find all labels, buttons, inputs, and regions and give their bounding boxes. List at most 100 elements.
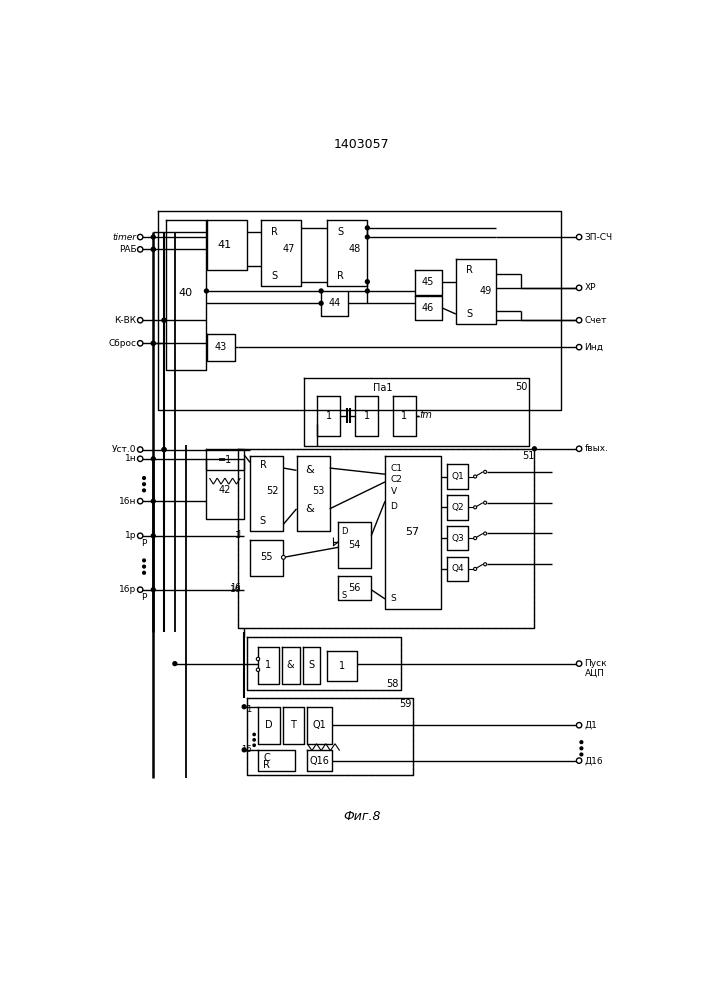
Circle shape — [580, 753, 583, 756]
Polygon shape — [447, 495, 468, 520]
Text: R: R — [259, 460, 267, 470]
Polygon shape — [250, 540, 284, 576]
Text: 1: 1 — [247, 705, 252, 714]
Circle shape — [580, 741, 583, 744]
Text: 1н: 1н — [124, 454, 136, 463]
Circle shape — [576, 758, 582, 763]
Circle shape — [366, 226, 369, 230]
Circle shape — [253, 739, 255, 741]
Circle shape — [474, 506, 477, 509]
Circle shape — [151, 457, 156, 461]
Text: Д1: Д1 — [585, 721, 597, 730]
Circle shape — [281, 555, 286, 559]
Circle shape — [143, 571, 146, 574]
Text: 46: 46 — [422, 303, 434, 313]
Text: 54: 54 — [348, 540, 361, 550]
Text: 41: 41 — [218, 240, 232, 250]
Circle shape — [143, 565, 146, 568]
Text: 49: 49 — [480, 286, 492, 296]
Polygon shape — [327, 651, 356, 681]
Circle shape — [474, 475, 477, 478]
Text: S: S — [466, 309, 472, 319]
Circle shape — [162, 448, 166, 451]
Polygon shape — [247, 698, 413, 774]
Text: D: D — [341, 527, 348, 536]
Text: T: T — [291, 720, 296, 730]
Circle shape — [484, 532, 486, 535]
Polygon shape — [247, 637, 402, 690]
Text: 40: 40 — [179, 288, 193, 298]
Text: 42: 42 — [218, 485, 231, 495]
Bar — [247, 698, 413, 774]
Text: fm: fm — [419, 410, 432, 420]
Text: Инд: Инд — [585, 343, 604, 352]
Text: &: & — [305, 504, 315, 514]
Circle shape — [151, 341, 156, 345]
Circle shape — [253, 733, 255, 736]
Text: =1: =1 — [218, 455, 232, 465]
Circle shape — [137, 498, 143, 504]
Polygon shape — [317, 396, 340, 436]
Circle shape — [151, 235, 156, 239]
Circle shape — [576, 723, 582, 728]
Circle shape — [137, 318, 143, 323]
Polygon shape — [321, 291, 348, 316]
Polygon shape — [456, 259, 496, 324]
Text: Р: Р — [141, 593, 147, 602]
Polygon shape — [158, 211, 561, 410]
Circle shape — [143, 477, 146, 479]
Circle shape — [151, 341, 156, 345]
Text: D: D — [265, 720, 273, 730]
Text: 1: 1 — [236, 530, 241, 539]
Text: К-ВК: К-ВК — [115, 316, 136, 325]
Text: S: S — [308, 660, 314, 670]
Circle shape — [576, 446, 582, 451]
Polygon shape — [206, 459, 244, 519]
Circle shape — [484, 470, 486, 473]
Polygon shape — [447, 526, 468, 550]
Text: fвых.: fвых. — [585, 444, 609, 453]
Circle shape — [143, 489, 146, 492]
Text: &: & — [286, 660, 294, 670]
Circle shape — [151, 247, 156, 251]
Circle shape — [151, 499, 156, 503]
Polygon shape — [393, 396, 416, 436]
Text: 58: 58 — [387, 679, 399, 689]
Circle shape — [173, 662, 177, 666]
Circle shape — [137, 456, 143, 461]
Circle shape — [243, 705, 246, 709]
Text: Д16: Д16 — [585, 756, 603, 765]
Circle shape — [257, 668, 259, 671]
Text: S: S — [337, 227, 344, 237]
Text: Q1: Q1 — [451, 472, 464, 481]
Text: 1403057: 1403057 — [334, 138, 390, 151]
Polygon shape — [327, 220, 368, 286]
Text: Р: Р — [141, 539, 147, 548]
Circle shape — [576, 285, 582, 291]
Text: 1: 1 — [235, 531, 241, 540]
Bar — [238, 449, 534, 628]
Polygon shape — [338, 522, 371, 568]
Circle shape — [576, 344, 582, 350]
Text: Уст.0: Уст.0 — [112, 445, 136, 454]
Text: Пуск: Пуск — [585, 659, 607, 668]
Polygon shape — [207, 220, 247, 270]
Circle shape — [204, 289, 209, 293]
Polygon shape — [296, 456, 329, 531]
Text: 50: 50 — [515, 382, 527, 392]
Text: 53: 53 — [312, 486, 325, 496]
Text: S: S — [390, 594, 396, 603]
Polygon shape — [447, 464, 468, 489]
Text: Фиг.8: Фиг.8 — [343, 810, 380, 823]
Circle shape — [162, 318, 166, 322]
Circle shape — [484, 501, 486, 504]
Polygon shape — [250, 456, 284, 531]
Text: 59: 59 — [399, 699, 412, 709]
Text: Q1: Q1 — [312, 720, 327, 730]
Polygon shape — [261, 220, 301, 286]
Text: 57: 57 — [405, 527, 419, 537]
Text: 55: 55 — [260, 552, 273, 562]
Polygon shape — [258, 647, 279, 684]
Circle shape — [532, 447, 537, 451]
Text: C2: C2 — [390, 475, 402, 484]
